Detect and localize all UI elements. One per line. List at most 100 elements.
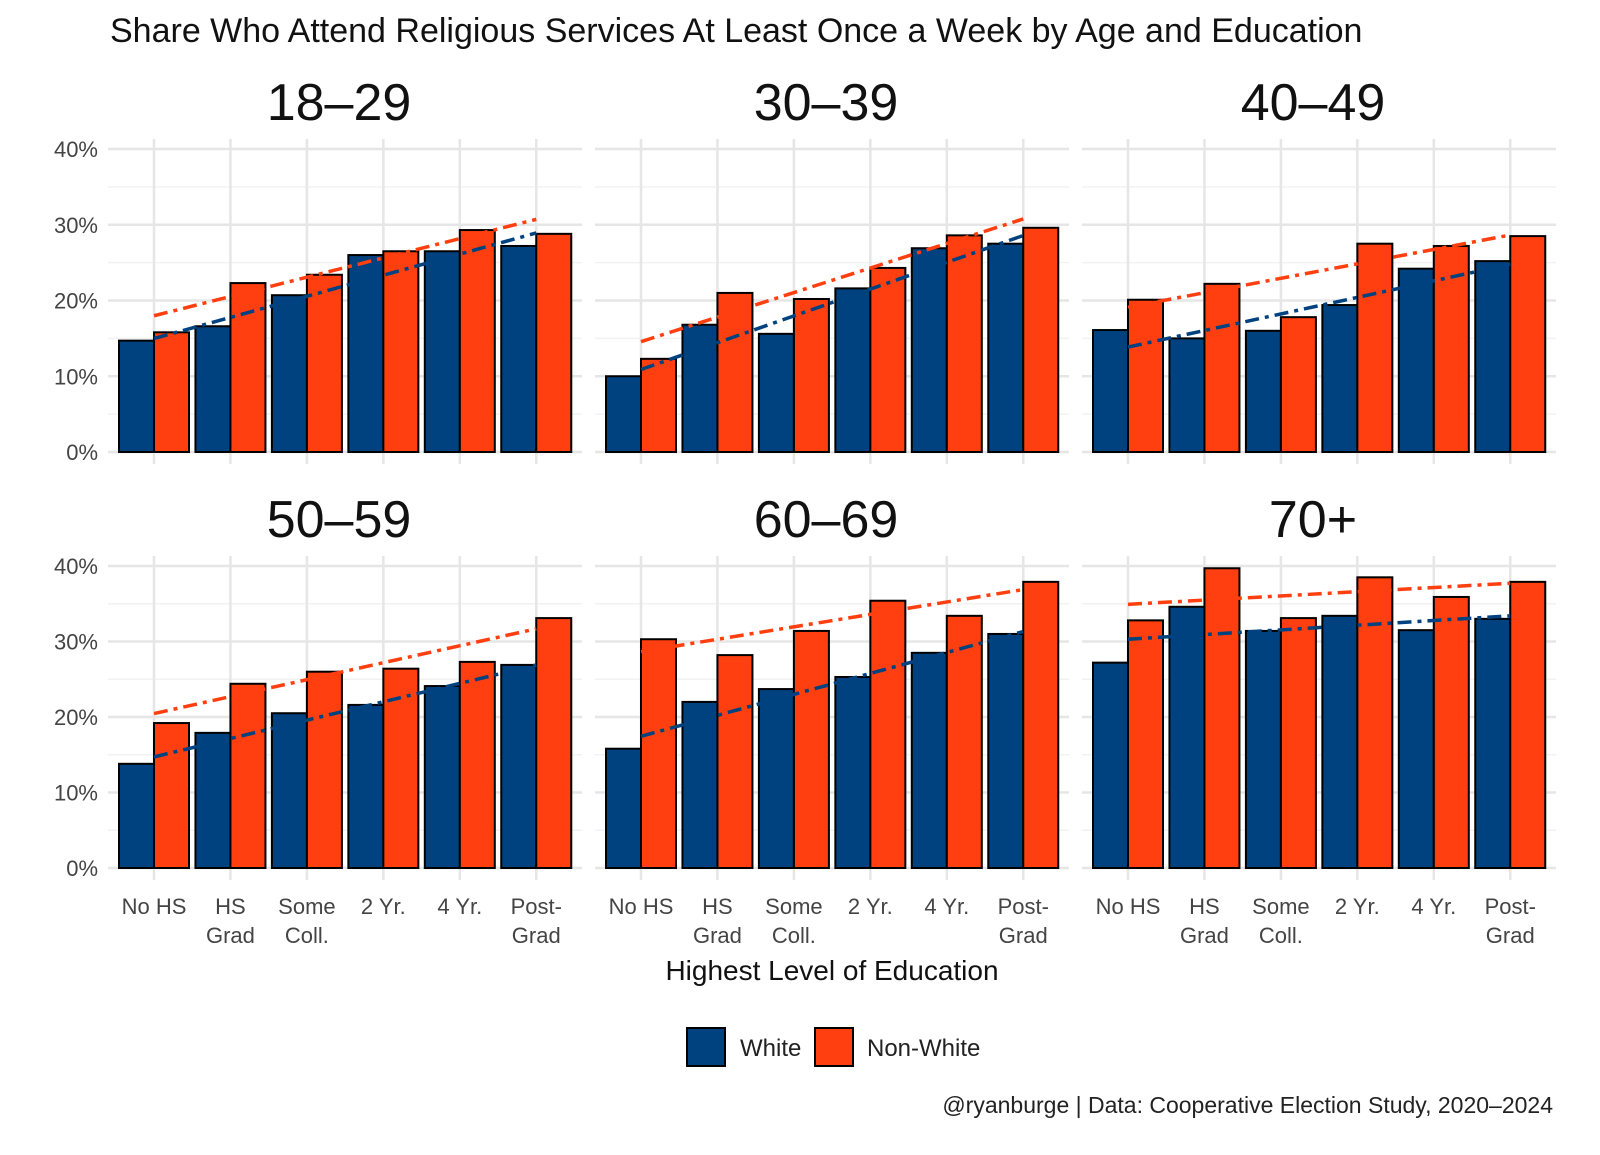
bar-white	[1168, 605, 1206, 870]
bar-white	[910, 651, 948, 870]
bar-white	[1321, 304, 1359, 454]
bar-white	[500, 244, 538, 453]
bar-non-white	[382, 250, 420, 453]
bar-white	[347, 703, 385, 869]
bar-white	[1244, 629, 1282, 869]
facet-label: 30–39	[754, 74, 899, 132]
trend-line-non-white	[153, 627, 537, 716]
bar-white	[423, 250, 461, 453]
bar-non-white	[1203, 567, 1241, 869]
bar-non-white	[1022, 580, 1060, 869]
legend: White Non-White	[686, 1027, 980, 1067]
chart-title: Share Who Attend Religious Services At L…	[110, 12, 1362, 50]
bar-white	[1244, 329, 1282, 453]
facet-label: 60–69	[754, 491, 899, 549]
x-tick-label: Some	[1252, 894, 1309, 919]
bar-white	[757, 688, 795, 869]
bar-non-white	[1022, 226, 1060, 453]
bar-non-white	[1432, 244, 1470, 453]
x-tick-label: HS	[215, 894, 246, 919]
bar-non-white	[716, 654, 754, 870]
bar-non-white	[1279, 316, 1317, 454]
bar-non-white	[792, 297, 830, 453]
x-tick-label: 2 Yr.	[361, 894, 406, 919]
bar-non-white	[1203, 282, 1241, 453]
bar-non-white	[535, 617, 573, 869]
bar-white	[270, 294, 308, 454]
x-tick-label: HS	[702, 894, 733, 919]
y-tick-label: 40%	[54, 554, 98, 579]
bar-non-white	[535, 232, 573, 453]
x-tick-label: No HS	[1096, 894, 1161, 919]
bar-non-white	[1279, 617, 1317, 869]
bar-white	[987, 632, 1025, 870]
y-tick-label: 40%	[54, 137, 98, 162]
bar-non-white	[869, 266, 907, 453]
bar-non-white	[458, 229, 496, 453]
y-tick-label: 10%	[54, 364, 98, 389]
y-tick-label: 0%	[66, 440, 98, 465]
bar-non-white	[945, 614, 983, 870]
y-tick-label: 10%	[54, 781, 98, 806]
x-axis-label: Highest Level of Education	[665, 955, 998, 986]
panel-0: 18–29 0% 10% 20% 30% 40%	[54, 74, 582, 465]
x-tick-label: Post-	[998, 894, 1049, 919]
trend-line-white	[153, 231, 537, 341]
bar-non-white	[1509, 235, 1547, 453]
bar-white	[834, 675, 872, 869]
bar-white	[1321, 614, 1359, 870]
x-tick-label: Grad	[999, 923, 1048, 948]
trend-line-white	[640, 629, 1024, 738]
trend-line-non-white	[1127, 233, 1511, 309]
panel-3: 50–59 0% 10% 20% 30% 40% No HS HS Grad Some Coll. 2…	[54, 491, 582, 948]
trend-line-non-white	[1127, 581, 1511, 607]
panel-2: 40–49	[1082, 74, 1556, 464]
facet-label: 18–29	[267, 74, 412, 132]
bar-non-white	[305, 670, 343, 870]
x-tick-label: Coll.	[1259, 923, 1303, 948]
x-tick-label: Grad	[1180, 923, 1229, 948]
bar-non-white	[1356, 242, 1394, 453]
bar-non-white	[716, 291, 754, 453]
legend-swatch-white	[686, 1027, 726, 1067]
bar-white	[681, 323, 719, 453]
bar-white	[118, 339, 155, 453]
bar-non-white	[458, 660, 496, 870]
bar-white	[681, 700, 719, 870]
bar-white	[1397, 629, 1435, 869]
x-tick-label: Some	[765, 894, 822, 919]
bar-white	[1474, 260, 1512, 453]
bar-white	[1092, 329, 1129, 454]
facet-label: 40–49	[1241, 74, 1386, 132]
bar-white	[1397, 267, 1435, 453]
bar-white	[194, 325, 232, 454]
bar-non-white	[1127, 619, 1164, 869]
bar-non-white	[1127, 298, 1164, 453]
caption: @ryanburge | Data: Cooperative Election …	[942, 1092, 1553, 1118]
x-tick-label: 2 Yr.	[1335, 894, 1380, 919]
x-tick-label: Grad	[693, 923, 742, 948]
x-tick-label: Coll.	[772, 923, 816, 948]
facet-label: 70+	[1269, 491, 1357, 549]
x-tick-label: Coll.	[285, 923, 329, 948]
bar-non-white	[640, 638, 677, 869]
trend-line-non-white	[153, 217, 537, 318]
trend-line-white	[640, 233, 1024, 372]
x-tick-label: No HS	[122, 894, 187, 919]
trend-line-non-white	[640, 217, 1024, 344]
bar-white	[270, 712, 308, 869]
bar-non-white	[153, 722, 190, 869]
trend-line-white	[153, 663, 537, 759]
bar-non-white	[1509, 580, 1547, 869]
bar-white	[757, 332, 795, 453]
x-tick-label: Some	[278, 894, 335, 919]
trend-line-white	[1127, 262, 1511, 349]
bar-white	[605, 747, 642, 870]
bar-white	[987, 242, 1025, 453]
y-tick-label: 20%	[54, 289, 98, 314]
bar-non-white	[1432, 595, 1470, 870]
bar-white	[347, 254, 385, 453]
x-tick-label: Grad	[1486, 923, 1535, 948]
bar-non-white	[229, 682, 267, 870]
